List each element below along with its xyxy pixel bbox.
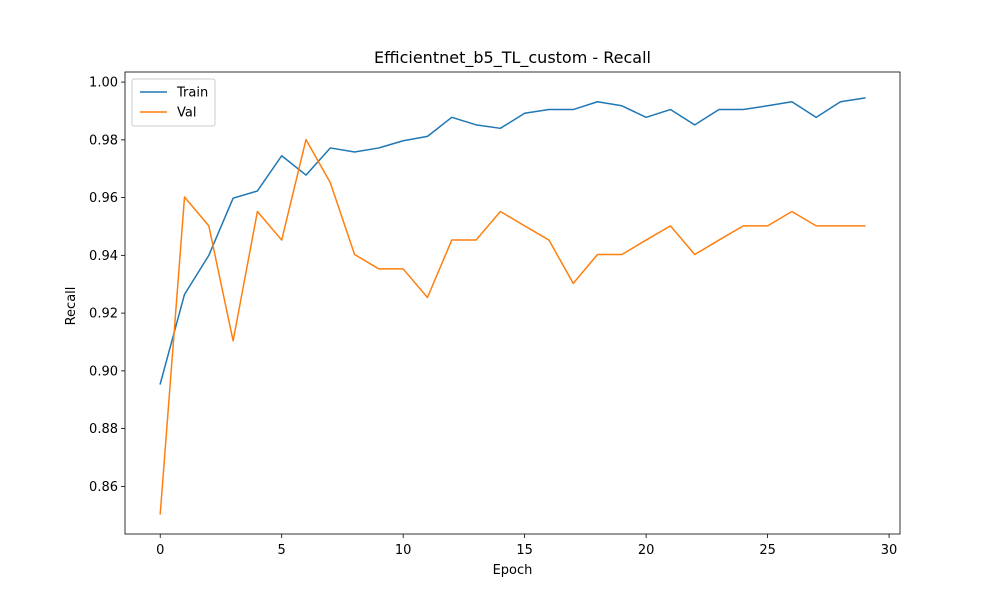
legend-label-train: Train	[176, 86, 208, 101]
y-tick-label: 0.98	[89, 133, 118, 148]
y-tick-label: 0.94	[89, 249, 118, 264]
y-tick-label: 0.86	[89, 480, 118, 495]
x-axis-label: Epoch	[493, 563, 533, 578]
y-tick-label: 0.92	[89, 307, 118, 322]
plot-area: 0 5 10 15 20 25 30 0.86 0.88 0.90 0.92 0.94 0.96 0.98…	[89, 71, 901, 558]
y-axis-label: Recall	[64, 287, 79, 326]
legend: Train Val	[131, 78, 216, 127]
x-tick-label: 0	[156, 543, 164, 558]
y-tick-label: 0.96	[89, 191, 118, 206]
x-tick-label: 15	[516, 543, 533, 558]
y-tick-label: 0.88	[89, 422, 118, 437]
x-tick-label: 30	[881, 543, 898, 558]
legend-box	[131, 78, 216, 127]
y-tick-label: 0.90	[89, 364, 118, 379]
series-line-train	[159, 97, 866, 385]
y-tick-label: 1.00	[89, 76, 118, 91]
chart-title: Efficientnet_b5_TL_custom - Recall	[374, 48, 651, 68]
series-line-val	[159, 138, 866, 515]
axes-frame	[124, 71, 901, 535]
x-tick-label: 25	[759, 543, 776, 558]
legend-label-val: Val	[177, 106, 196, 121]
x-tick-label: 10	[395, 543, 412, 558]
x-tick-label: 5	[278, 543, 286, 558]
x-tick-label: 20	[638, 543, 655, 558]
